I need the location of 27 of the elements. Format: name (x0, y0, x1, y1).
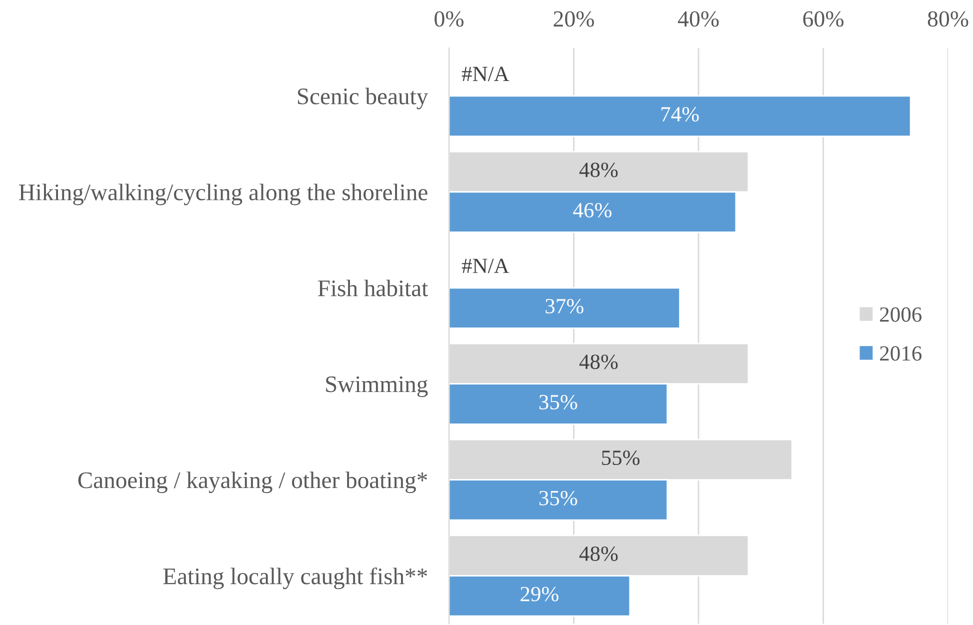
y-tick-label: Scenic beauty (298, 88, 428, 110)
data-label: 35% (539, 394, 578, 410)
data-label: 48% (579, 354, 618, 370)
data-label: 46% (573, 202, 612, 218)
legend-label: 2006 (880, 307, 922, 322)
data-label: 35% (539, 490, 578, 506)
y-tick-label: Canoeing / kayaking / other boating* (78, 472, 428, 494)
bar (449, 95, 912, 137)
text: #N/A (462, 66, 510, 82)
data-label: 48% (579, 162, 618, 178)
y-tick-label: Hiking/walking/cycling along the shoreline (19, 184, 428, 206)
x-tick-label: 80% (928, 11, 968, 27)
legend-label: 2016 (880, 346, 922, 361)
y-tick-label: Fish habitat (318, 280, 428, 296)
bar (449, 287, 680, 329)
text: #N/A (462, 258, 510, 274)
x-tick-label: 40% (678, 11, 719, 27)
data-label: 48% (579, 546, 618, 562)
x-tick-label: 20% (554, 11, 594, 27)
x-tick-label: 60% (803, 11, 844, 27)
data-label: 37% (546, 298, 584, 314)
y-tick-label: Eating locally caught fish** (163, 567, 428, 590)
y-tick-label: Swimming (326, 376, 428, 398)
data-label: 29% (520, 586, 558, 602)
data-label: 74% (661, 106, 699, 122)
data-label: 55% (602, 450, 640, 466)
x-tick-label: 0% (434, 11, 464, 27)
